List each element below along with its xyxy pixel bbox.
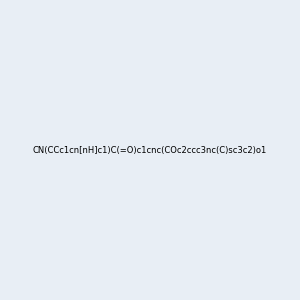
Text: CN(CCc1cn[nH]c1)C(=O)c1cnc(COc2ccc3nc(C)sc3c2)o1: CN(CCc1cn[nH]c1)C(=O)c1cnc(COc2ccc3nc(C)…: [33, 146, 267, 154]
